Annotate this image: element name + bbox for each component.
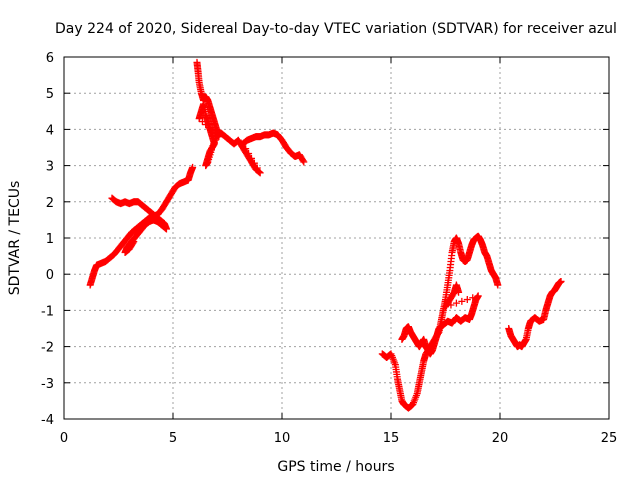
x-tick-label: 15 <box>383 431 400 446</box>
data-point <box>256 169 264 177</box>
y-tick-label: 3 <box>46 160 54 175</box>
x-tick-label: 5 <box>169 431 177 446</box>
y-tick-label: 0 <box>46 268 54 283</box>
data-point <box>469 294 477 302</box>
y-tick-label: 4 <box>46 123 54 138</box>
data-point <box>189 163 197 171</box>
data-point <box>463 296 471 304</box>
y-tick-label: -2 <box>41 341 54 356</box>
x-tick-label: 25 <box>601 431 618 446</box>
data-point <box>250 159 258 167</box>
data-point <box>300 158 308 166</box>
series-arc-2 <box>108 194 170 256</box>
data-point <box>458 297 466 305</box>
series-arc-4 <box>378 232 502 412</box>
grid <box>64 57 609 419</box>
x-tick-label: 20 <box>492 431 509 446</box>
data-points <box>86 58 565 412</box>
data-point <box>299 157 307 165</box>
data-point <box>129 239 137 247</box>
chart-title: Day 224 of 2020, Sidereal Day-to-day VTE… <box>55 21 617 37</box>
data-point <box>494 281 502 289</box>
y-axis-label: SDTVAR / TECUs <box>7 181 23 296</box>
data-point <box>474 292 482 300</box>
data-point <box>452 299 460 307</box>
y-tick-label: 6 <box>46 51 54 66</box>
y-tick-label: -1 <box>41 304 54 319</box>
x-tick-label: 10 <box>274 431 291 446</box>
series-arc-5 <box>398 281 482 358</box>
data-point <box>247 154 255 162</box>
data-point <box>130 238 138 246</box>
y-tick-label: -3 <box>41 377 54 392</box>
data-point <box>253 164 261 172</box>
y-tick-label: 5 <box>46 87 54 102</box>
x-tick-label: 0 <box>60 431 68 446</box>
series-arc-6 <box>505 277 565 351</box>
series-arc-3 <box>193 58 308 177</box>
plot-frame <box>63 56 610 420</box>
x-axis-label: GPS time / hours <box>277 459 394 475</box>
data-point <box>245 150 253 158</box>
data-point <box>455 288 463 296</box>
y-tick-label: -4 <box>41 413 54 428</box>
y-tick-label: 1 <box>46 232 54 247</box>
y-tick-label: 2 <box>46 196 54 211</box>
data-point <box>557 277 565 285</box>
data-point <box>242 145 250 153</box>
